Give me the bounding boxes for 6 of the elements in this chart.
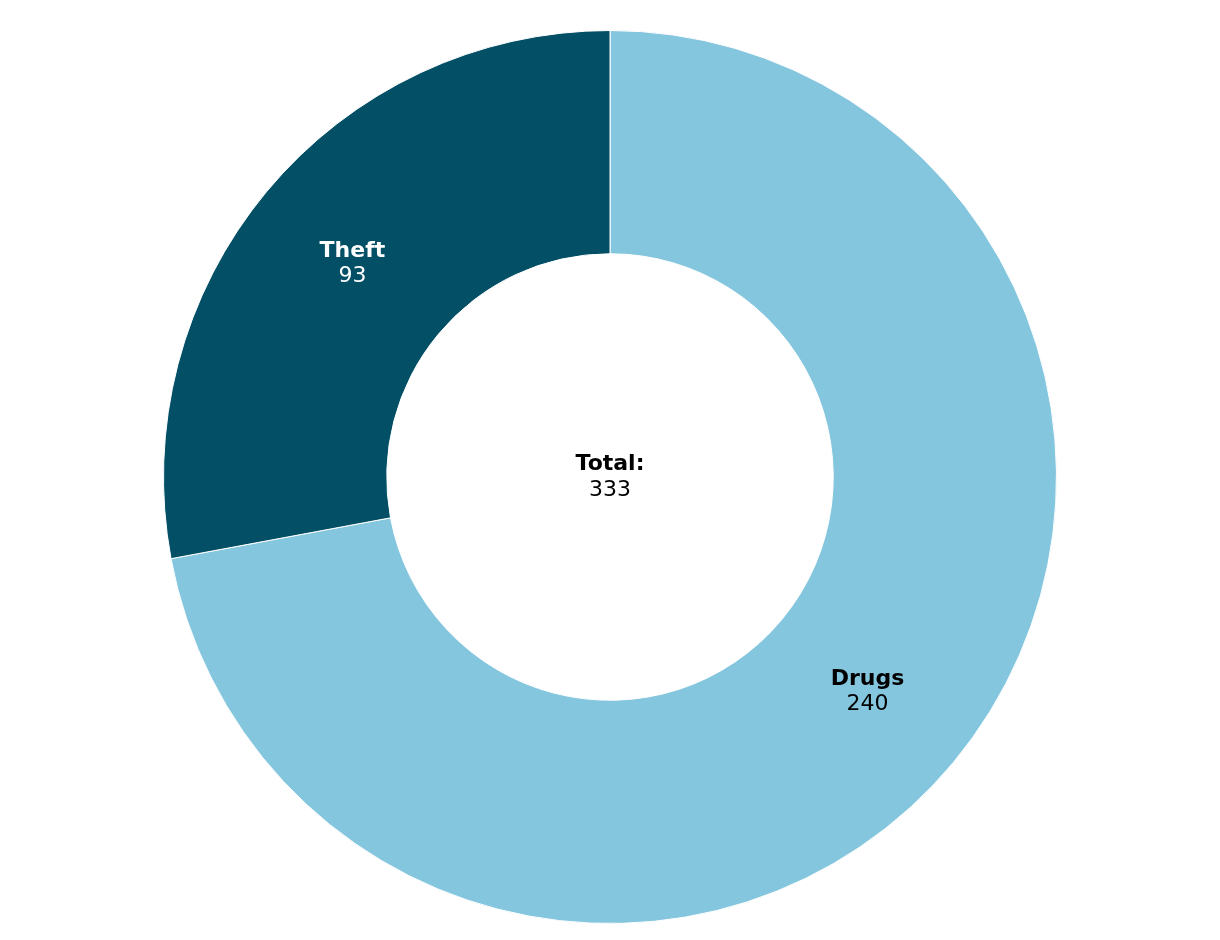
text: 333 bbox=[589, 475, 631, 501]
data-label: 93 bbox=[338, 261, 367, 287]
slice-label: Theft bbox=[319, 236, 386, 262]
text: Total: bbox=[575, 449, 645, 475]
slice-label: Drugs bbox=[830, 664, 905, 690]
data-label: 240 bbox=[846, 689, 889, 715]
